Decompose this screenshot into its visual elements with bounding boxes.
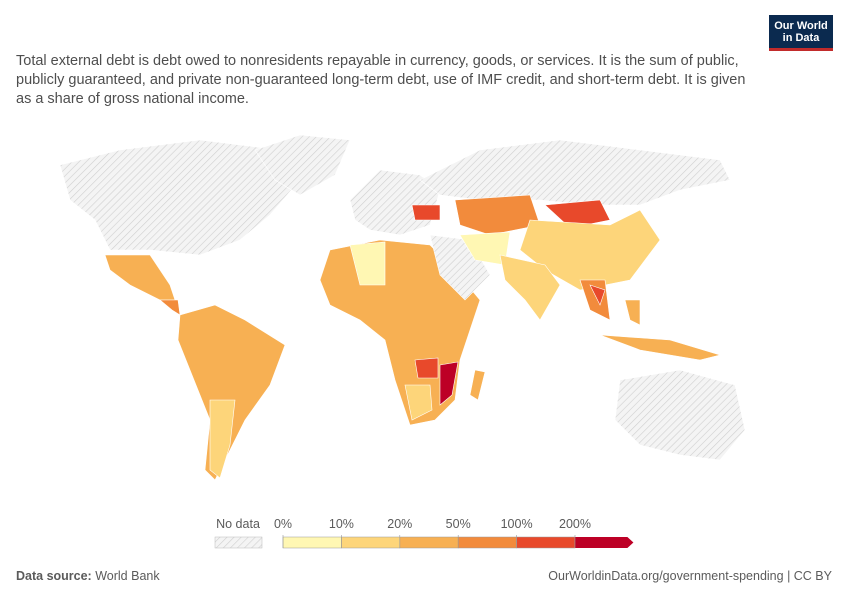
legend-label: 50%: [446, 517, 471, 531]
logo-line: Our World: [774, 20, 828, 32]
madagascar: [469, 369, 486, 401]
legend-bin: [575, 537, 634, 548]
laos: [589, 284, 606, 306]
legend-bin: [516, 536, 576, 549]
source-name: World Bank: [95, 569, 160, 583]
source: Data source: World Bank: [16, 569, 160, 583]
india: [499, 254, 561, 321]
argentina: [209, 399, 236, 479]
legend-label: 0%: [274, 517, 292, 531]
kazakhstan: [454, 194, 541, 236]
logo[interactable]: Our World in Data: [769, 15, 833, 51]
zambia: [414, 357, 439, 379]
philippines: [624, 299, 641, 326]
legend-bin: [341, 536, 401, 549]
ukraine: [411, 204, 441, 221]
no-data-label: No data: [216, 517, 260, 531]
legend-bin: [282, 536, 342, 549]
south-america: [177, 304, 286, 481]
logo-line: in Data: [782, 32, 820, 44]
no-data-swatch: [214, 536, 263, 549]
central-america: [159, 299, 181, 316]
north-america: [59, 139, 331, 256]
china: [519, 209, 661, 291]
legend-bin: [399, 536, 459, 549]
southern-africa: [404, 384, 433, 421]
mexico: [104, 254, 176, 301]
russia: [419, 139, 731, 206]
countries: [59, 134, 746, 481]
subtitle: Total external debt is debt owed to nonr…: [16, 53, 746, 107]
greenland: [254, 134, 351, 196]
australia: [614, 369, 746, 461]
legend-label: 200%: [559, 517, 591, 531]
mozambique: [439, 361, 459, 406]
legend-label: 20%: [387, 517, 412, 531]
legend-label: 10%: [329, 517, 354, 531]
legend: No data 0% 10% 20% 50% 100% 200%: [214, 517, 634, 549]
algeria: [349, 241, 386, 286]
source-label: Data source:: [16, 569, 92, 583]
legend-bin: [457, 536, 517, 549]
mongolia: [544, 199, 611, 229]
source-link[interactable]: OurWorldinData.org/government-spending |…: [548, 569, 832, 583]
southeast-asia: [579, 279, 611, 321]
indonesia: [599, 334, 722, 361]
legend-label: 100%: [501, 517, 533, 531]
